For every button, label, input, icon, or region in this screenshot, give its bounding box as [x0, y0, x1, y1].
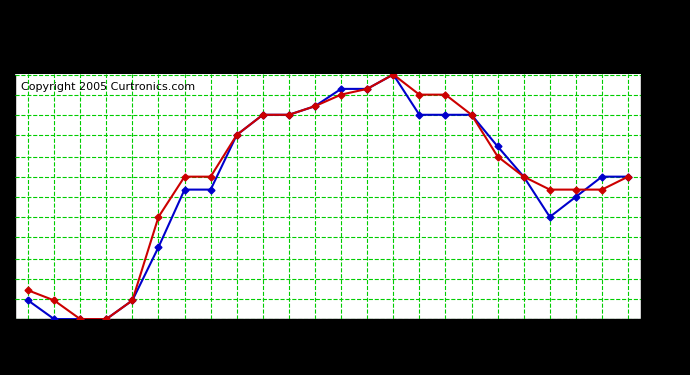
Text: Copyright 2005 Curtronics.com: Copyright 2005 Curtronics.com [21, 82, 195, 92]
Text: Outside Temperature (vs) Heat Index (Last 24 Hours) Thu Aug 25 00:00: Outside Temperature (vs) Heat Index (Las… [0, 8, 690, 26]
